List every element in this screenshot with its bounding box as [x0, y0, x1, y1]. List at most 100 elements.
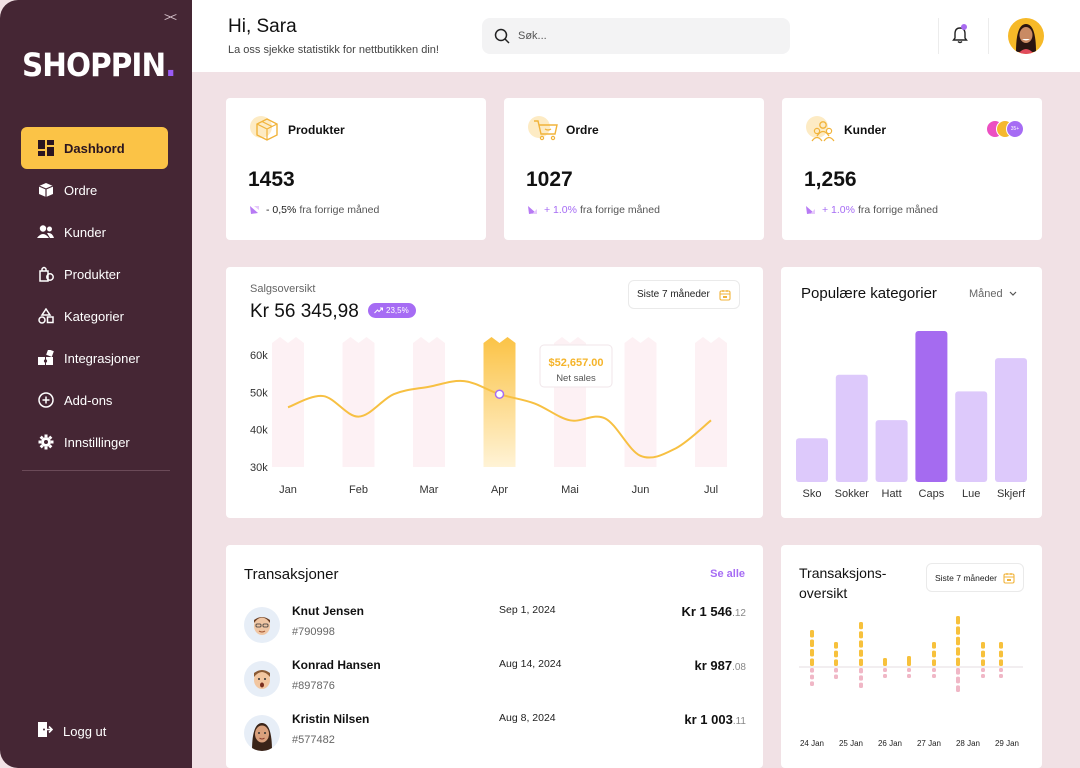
categories-title: Populære kategorier [801, 285, 937, 302]
see-all-link[interactable]: Se alle [710, 568, 745, 580]
stat-value: 1,256 [804, 168, 857, 191]
order-id: #897876 [292, 680, 335, 692]
bar-segment-positive [956, 647, 960, 656]
bar-segment-positive [981, 642, 985, 649]
box-icon [37, 182, 54, 199]
plus-circle-icon [37, 392, 54, 409]
customer-name: Konrad Hansen [292, 658, 381, 672]
date-range-select[interactable]: Siste 7 måneder [926, 563, 1024, 592]
sidebar-item-produkter[interactable]: Produkter [21, 253, 168, 295]
date-label: 28 Jan [956, 739, 980, 748]
collapse-sidebar-icon[interactable]: >< [164, 10, 177, 24]
avatar [244, 715, 280, 751]
customer-name: Kristin Nilsen [292, 712, 370, 726]
growth-badge-value: 23,5% [386, 306, 409, 315]
product-box-icon [250, 114, 284, 148]
bar-segment-positive [883, 658, 887, 666]
category-label: Skjerf [997, 488, 1026, 500]
bar-segment-positive [834, 650, 838, 658]
trend-up-icon [806, 206, 815, 214]
bar-segment-negative [932, 674, 936, 678]
sidebar-item-kunder[interactable]: Kunder [21, 211, 168, 253]
date-label: 26 Jan [878, 739, 902, 748]
bar-segment-negative [834, 668, 838, 673]
logo-dot: . [165, 46, 176, 84]
search-input[interactable]: Søk... [482, 18, 790, 54]
shapes-icon [37, 308, 54, 325]
stat-card-ordre: Ordre 1027 + 1.0% fra forrige måned [504, 98, 764, 240]
sidebar-item-label: Kunder [64, 224, 106, 240]
users-icon [37, 224, 54, 241]
table-row[interactable]: Konrad Hansen #897876 Aug 14, 2024 kr 98… [244, 658, 746, 712]
gear-icon [37, 434, 54, 451]
bar-segment-negative [999, 668, 1003, 672]
table-row[interactable]: Knut Jensen #790998 Sep 1, 2024 Kr 1 546… [244, 604, 746, 658]
transaction-date: Aug 8, 2024 [499, 712, 556, 724]
stat-change-value: + 1.0% [544, 204, 577, 216]
chart-column [695, 337, 727, 467]
y-tick-label: 40k [250, 425, 268, 437]
sidebar-item-label: Add-ons [64, 392, 113, 408]
greeting-subtitle: La oss sjekke statistikk for nettbutikke… [228, 44, 439, 56]
transaction-overview-title: Transaksjons-oversikt [799, 565, 887, 601]
amount-cents: .12 [732, 608, 746, 619]
x-tick-label: Jul [704, 484, 718, 496]
date-label: 29 Jan [995, 739, 1019, 748]
category-bar [875, 420, 908, 482]
transaction-amount: kr 987.08 [695, 658, 747, 673]
transaction-bar-chart: 24 Jan 25 Jan 26 Jan 27 Jan 28 Jan 29 Jan [799, 616, 1023, 748]
user-avatar[interactable] [1008, 18, 1044, 54]
search-placeholder: Søk... [518, 30, 547, 42]
bar-segment-positive [834, 659, 838, 666]
stat-change: + 1.0% fra forrige måned [526, 204, 660, 216]
stat-change-value: - 0,5% [266, 204, 297, 216]
sidebar-item-label: Integrasjoner [64, 350, 140, 366]
bar-segment-negative [956, 668, 960, 675]
sales-label: Salgsoversikt [250, 283, 316, 295]
bar-segment-negative [981, 668, 985, 672]
sidebar-item-add-ons[interactable]: Add-ons [21, 379, 168, 421]
bar-segment-negative [956, 685, 960, 692]
stat-card-kunder: Kunder 35+ 1,256 + 1.0% fra forrige måne… [782, 98, 1042, 240]
customers-icon [806, 114, 840, 148]
stat-value: 1453 [248, 168, 295, 191]
sales-total: Kr 56 345,98 [250, 301, 359, 322]
bar-segment-negative [907, 674, 911, 678]
table-row[interactable]: Kristin Nilsen #577482 Aug 8, 2024 kr 1 … [244, 712, 746, 766]
sidebar-item-kategorier[interactable]: Kategorier [21, 295, 168, 337]
tooltip: $52,657.00 Net sales [539, 344, 613, 388]
bar-segment-positive [810, 630, 814, 638]
bar-segment-positive [956, 636, 960, 646]
stat-change-text: fra forrige måned [579, 204, 660, 216]
customer-avatars: 35+ [986, 120, 1024, 138]
bar-segment-positive [999, 659, 1003, 666]
category-bar [955, 391, 988, 482]
category-label: Caps [919, 488, 945, 500]
x-tick-label: Mai [561, 484, 579, 496]
amount-cents: .08 [732, 662, 746, 673]
order-id: #577482 [292, 734, 335, 746]
growth-badge: 23,5% [368, 303, 416, 318]
sidebar-item-integrasjoner[interactable]: Integrasjoner [21, 337, 168, 379]
bar-segment-negative [810, 674, 814, 680]
bar-segment-positive [981, 659, 985, 666]
period-select[interactable]: Måned [969, 288, 1018, 300]
stat-title: Produkter [288, 123, 345, 137]
amount-main: kr 1 003 [684, 712, 733, 727]
date-range-select[interactable]: Siste 7 måneder [628, 280, 740, 309]
date-range-label: Siste 7 måneder [935, 572, 997, 583]
bar-segment-negative [956, 676, 960, 684]
stat-card-produkter: Produkter 1453 - 0,5% fra forrige måned [226, 98, 486, 240]
sidebar-item-label: Kategorier [64, 308, 124, 324]
sidebar-item-innstillinger[interactable]: Innstillinger [21, 421, 168, 463]
notification-button[interactable] [952, 24, 968, 49]
x-tick-label: Apr [491, 484, 508, 496]
bar-segment-negative [883, 668, 887, 672]
sidebar-item-ordre[interactable]: Ordre [21, 169, 168, 211]
bar-segment-negative [859, 682, 863, 688]
category-bar [995, 358, 1027, 482]
logout-button[interactable]: Logg ut [37, 721, 106, 741]
puzzle-icon [37, 350, 54, 367]
amount-main: Kr 1 546 [681, 604, 733, 619]
sidebar-item-dashbord[interactable]: Dashbord [21, 127, 168, 169]
